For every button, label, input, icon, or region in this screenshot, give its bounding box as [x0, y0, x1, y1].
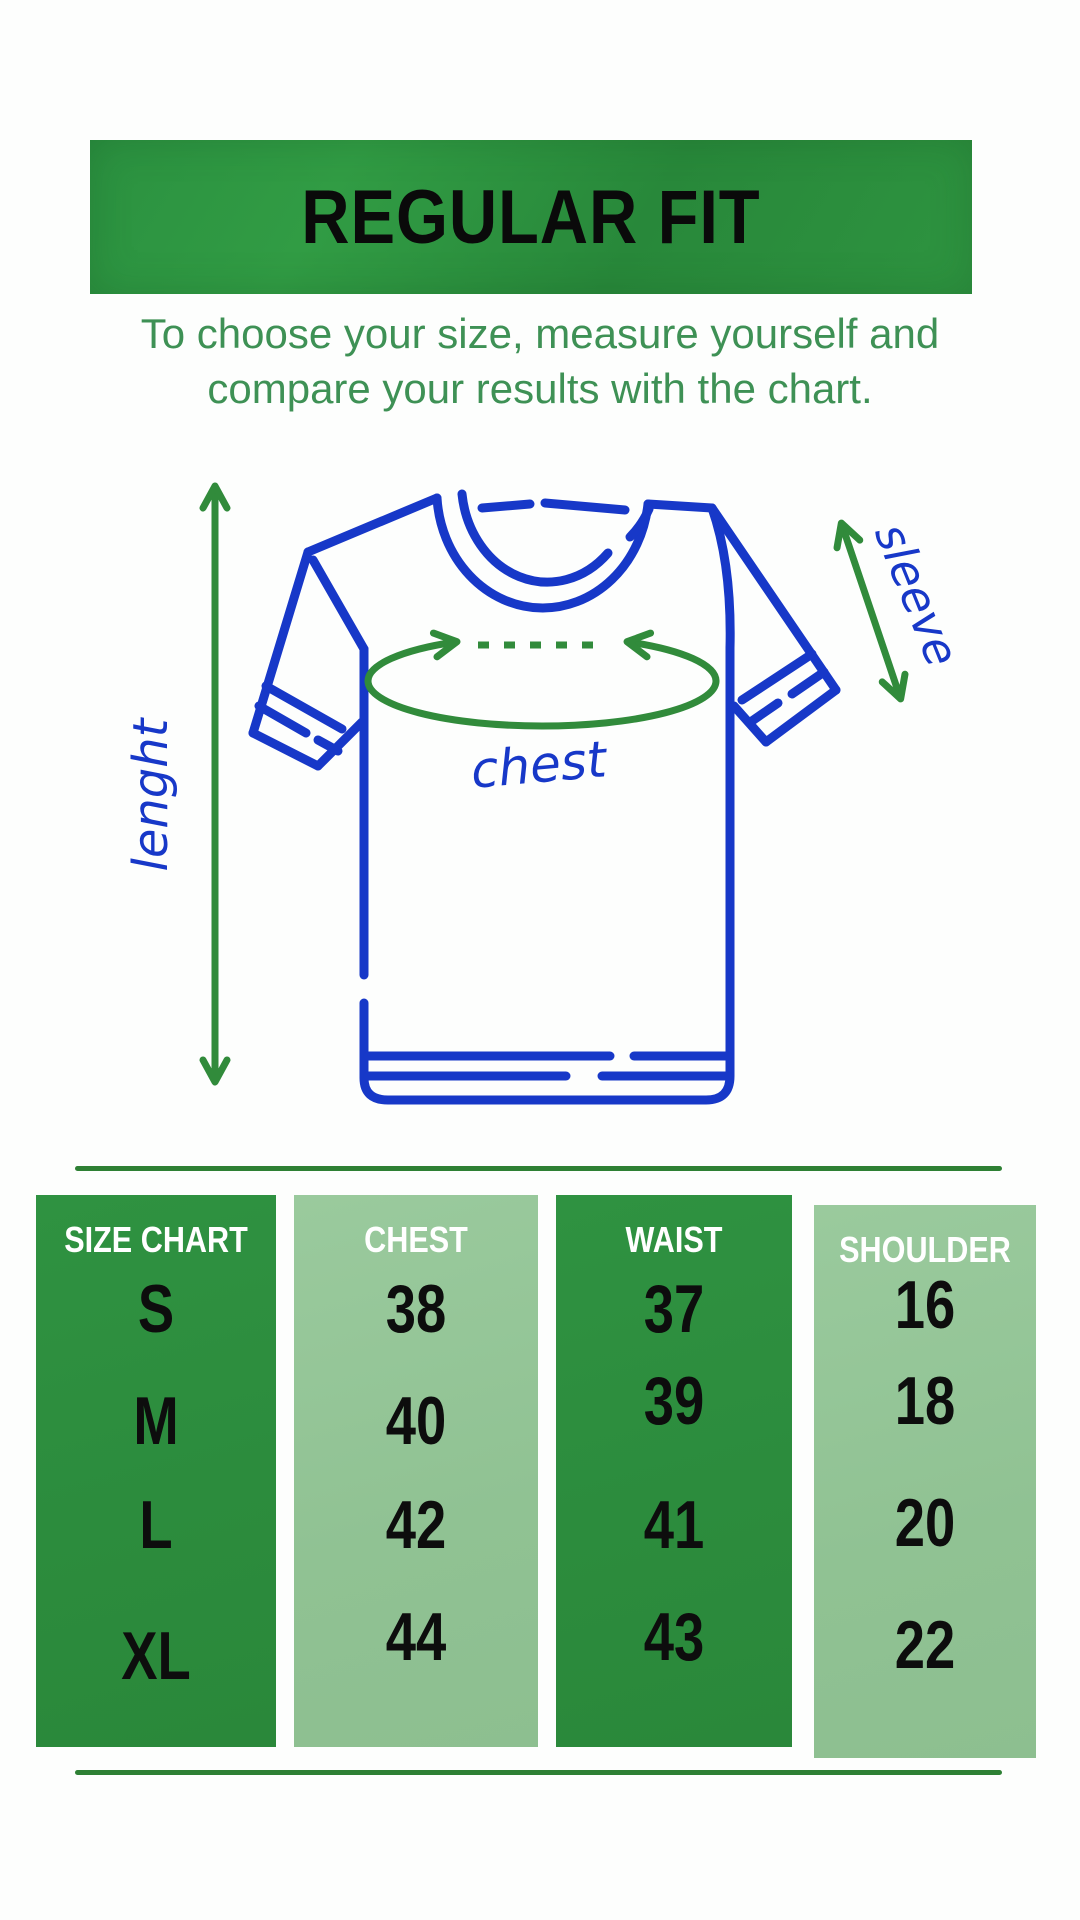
size-cell-m: M	[133, 1383, 179, 1459]
right-cuff-stripe-1	[737, 649, 817, 705]
waist-cell-l: 41	[643, 1487, 705, 1563]
size-cell-s: S	[137, 1271, 175, 1347]
size-cell-l: L	[139, 1487, 173, 1563]
column-header-size-chart: SIZE CHART	[64, 1219, 248, 1260]
subtitle: To choose your size, measure yourself an…	[0, 306, 1080, 416]
left-armhole-seam	[308, 555, 369, 654]
left-cuff-stripe-2a	[254, 701, 311, 738]
chest-ellipse-lower-arc	[364, 677, 720, 730]
shoulder-cell-xl: 22	[894, 1607, 956, 1683]
size-cell-xl: XL	[121, 1618, 191, 1694]
column-shoulder: SHOULDER 16 18 20 22	[814, 1205, 1036, 1758]
left-cuff-stripe-2b	[313, 735, 343, 756]
column-waist-cells: 37 39 41 43	[556, 1253, 792, 1701]
waist-cell-s: 37	[643, 1271, 705, 1347]
chest-label: chest	[468, 730, 611, 800]
back-neck-line-right	[540, 498, 630, 515]
chest-arc-left-arrow	[364, 629, 461, 685]
chest-cell-m: 40	[385, 1383, 447, 1459]
right-cuff-stripe-2b	[747, 698, 783, 726]
tshirt-measurement-diagram: lenght chest sleeve	[123, 482, 970, 1105]
left-cuff-stripe-1	[261, 681, 347, 734]
divider-bottom	[75, 1770, 1002, 1775]
waist-cell-m: 39	[643, 1363, 705, 1439]
column-header-waist: WAIST	[625, 1219, 723, 1260]
chest-cell-l: 42	[385, 1487, 447, 1563]
banner: REGULAR FIT	[90, 140, 972, 294]
shoulder-cell-l: 20	[894, 1485, 956, 1561]
right-cuff-stripe-2a	[787, 667, 829, 699]
left-sleeve-underside	[313, 717, 367, 771]
subtitle-line-1: To choose your size, measure yourself an…	[140, 310, 940, 357]
chest-cell-xl: 44	[385, 1599, 447, 1675]
tshirt-sketch	[248, 489, 841, 1105]
divider-top	[75, 1166, 1002, 1171]
collar-inner-arc-gap	[625, 504, 654, 542]
back-neck-line-left	[477, 499, 535, 513]
column-header-chest: CHEST	[364, 1219, 468, 1260]
column-shoulder-cells: 16 18 20 22	[814, 1263, 1036, 1711]
column-waist: WAIST 37 39 41 43	[556, 1195, 792, 1747]
column-chest: CHEST 38 40 42 44	[294, 1195, 538, 1747]
shoulder-cell-s: 16	[894, 1267, 956, 1343]
diagram-labels: lenght chest sleeve	[123, 515, 970, 871]
subtitle-line-2: compare your results with the chart.	[207, 365, 873, 412]
chest-cell-s: 38	[385, 1271, 447, 1347]
right-shoulder-line	[643, 499, 717, 513]
shoulder-cell-m: 18	[894, 1363, 956, 1439]
collar-inner-arc	[457, 489, 613, 587]
body-bottom-outline	[359, 643, 735, 1105]
column-header-shoulder: SHOULDER	[839, 1229, 1011, 1270]
sleeve-label: sleeve	[864, 515, 970, 673]
right-sleeve-outer	[707, 503, 841, 695]
measurement-annotations	[199, 482, 909, 1086]
collar-outer-arc	[432, 493, 653, 613]
page-title: REGULAR FIT	[301, 174, 761, 260]
column-size-chart: SIZE CHART S M L XL	[36, 1195, 276, 1747]
left-shoulder-line	[303, 493, 442, 557]
column-size-cells: S M L XL	[36, 1253, 276, 1701]
length-label: lenght	[123, 716, 179, 871]
left-cuff-edge	[248, 728, 323, 771]
sleeve-arrow	[833, 519, 909, 703]
waist-cell-xl: 43	[643, 1599, 705, 1675]
right-cuff-edge	[761, 685, 841, 747]
chest-arc-right-arrow	[623, 629, 720, 685]
column-chest-cells: 38 40 42 44	[294, 1253, 538, 1701]
